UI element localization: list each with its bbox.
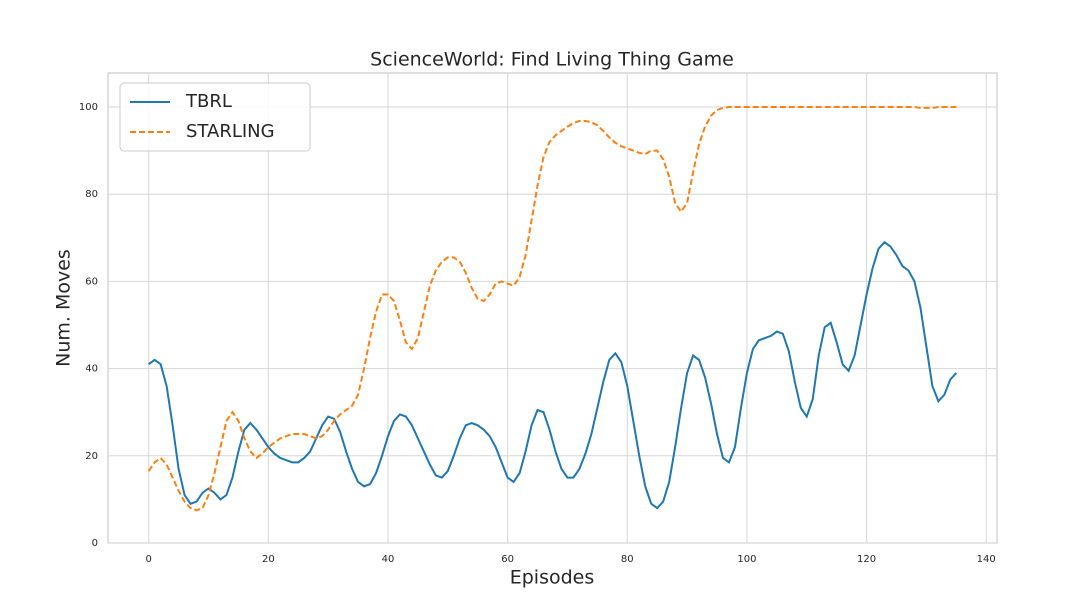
x-tick-label: 80	[621, 554, 634, 565]
x-tick-label: 120	[857, 554, 876, 565]
y-tick-label: 80	[85, 189, 98, 200]
series-line	[147, 106, 957, 512]
series-line	[148, 240, 958, 510]
legend-label: STARLING	[186, 121, 275, 142]
x-tick-label: 20	[262, 554, 275, 565]
x-axis-label: Episodes	[510, 567, 595, 589]
x-tick-label: 140	[977, 554, 996, 565]
y-tick-label: 60	[85, 276, 98, 287]
x-tick-label: 100	[737, 554, 756, 565]
y-tick-label: 100	[79, 102, 98, 113]
x-tick-label: 40	[382, 554, 395, 565]
y-tick-label: 0	[92, 538, 98, 549]
y-tick-label: 40	[85, 364, 98, 375]
y-tick-label: 20	[85, 451, 98, 462]
y-axis-label: Num. Moves	[53, 249, 75, 367]
chart-title: ScienceWorld: Find Living Thing Game	[370, 49, 734, 71]
x-tick-label: 60	[501, 554, 514, 565]
x-tick-label: 0	[145, 554, 151, 565]
legend-box	[119, 82, 311, 152]
legend-label: TBRL	[185, 91, 232, 112]
